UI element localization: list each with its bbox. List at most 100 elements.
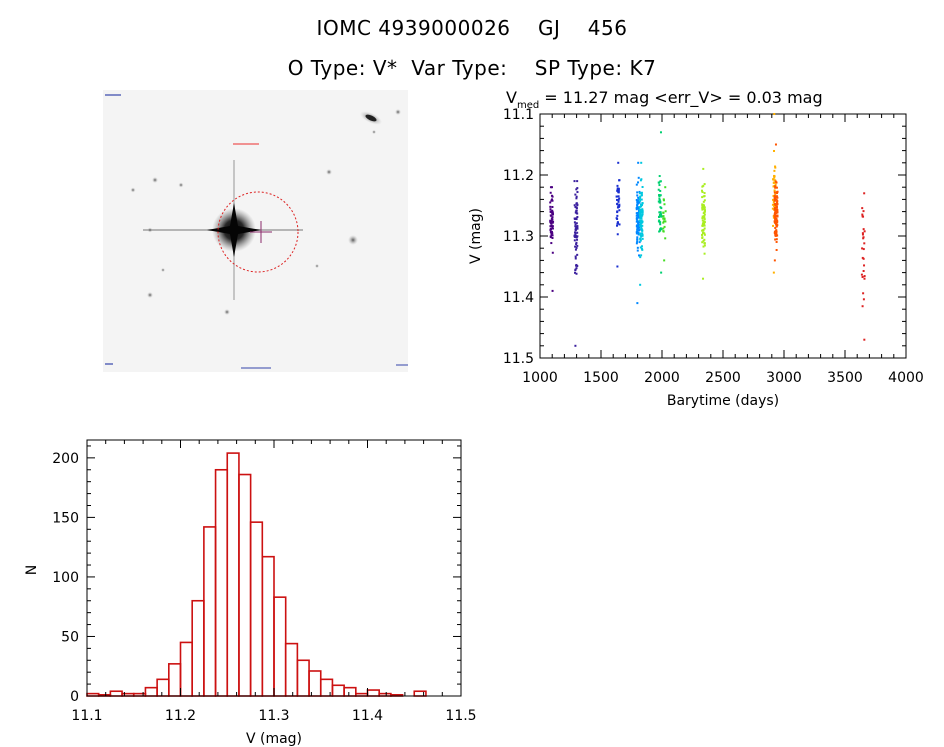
light-curve-point (551, 211, 554, 214)
light-curve-point (658, 184, 661, 187)
light-curve-point (576, 191, 579, 194)
light-curve-point (775, 232, 778, 235)
light-curve-point (702, 200, 705, 203)
light-curve-point (641, 209, 644, 212)
light-curve-point (640, 194, 643, 197)
light-curve-point (774, 238, 777, 241)
light-curve-point (549, 221, 552, 224)
light-curve-xlabel: Barytime (days) (667, 393, 779, 409)
light-curve-point (641, 185, 644, 188)
light-curve-point (703, 242, 706, 245)
light-curve-point (657, 181, 660, 184)
light-curve-point (775, 181, 778, 184)
light-curve-point (702, 221, 705, 224)
light-curve-point (772, 201, 775, 204)
light-curve-point (551, 218, 554, 221)
light-curve-point (573, 204, 576, 207)
light-curve-point (659, 223, 662, 226)
histogram-bar (366, 689, 380, 697)
field-star (348, 235, 358, 245)
light-curve-point (774, 179, 777, 182)
light-curve-ylabel: V (mag) (468, 208, 484, 264)
light-curve-point (701, 224, 704, 227)
light-curve-point (639, 246, 642, 249)
light-curve-point (774, 216, 777, 219)
light-curve-point (575, 241, 578, 244)
light-curve-point (775, 238, 778, 241)
light-curve-point (861, 247, 864, 250)
light-curve-point (550, 199, 553, 202)
light-curve-point (774, 208, 777, 211)
light-curve-point (662, 198, 665, 201)
histogram-chart: 11.1 11.2 11.3 11.4 11.5 0 50 100 150 200 V (mag)… (24, 439, 477, 747)
histogram-bar (249, 521, 264, 697)
light-curve-point (860, 273, 863, 276)
field-star (224, 309, 230, 315)
light-curve-point (576, 180, 579, 183)
light-curve-point (637, 222, 640, 225)
light-curve-point (639, 179, 642, 182)
light-curve-point (775, 248, 778, 251)
light-curve-point (551, 225, 554, 228)
light-curve-point (618, 223, 621, 226)
light-curve-point (703, 183, 706, 186)
light-curve-point (641, 202, 644, 205)
light-curve-point (862, 292, 865, 295)
light-curve-point (702, 184, 705, 187)
light-curve-point (861, 275, 864, 278)
light-curve-point (576, 215, 579, 218)
histogram-bar (261, 555, 275, 697)
light-curve-point (636, 202, 639, 205)
light-curve-point (641, 203, 644, 206)
light-curve-point (549, 210, 552, 213)
light-curve-point (576, 253, 579, 256)
light-curve-point (660, 271, 663, 274)
plot-title-line2: O Type: V* Var Type: SP Type: K7 (287, 56, 657, 80)
light-curve-point (636, 238, 639, 241)
light-curve-point (636, 201, 639, 204)
light-curve-xtick-label: 2000 (644, 370, 680, 386)
light-curve-xtick-label: 3000 (766, 370, 802, 386)
field-star (147, 227, 153, 233)
light-curve-point (660, 215, 663, 218)
light-curve-point (703, 224, 706, 227)
light-curve-point (662, 230, 665, 233)
light-curve-point (636, 240, 639, 243)
light-curve-point (861, 213, 864, 216)
light-curve-point (636, 217, 639, 220)
light-curve-point (775, 217, 778, 220)
light-curve-point (551, 234, 554, 237)
light-curve-point (638, 197, 641, 200)
light-curve-point (574, 211, 577, 214)
histogram-ytick-label: 200 (52, 451, 79, 467)
light-curve-point (636, 246, 639, 249)
light-curve-point (776, 211, 779, 214)
light-curve-point (573, 221, 576, 224)
light-curve-points (549, 113, 866, 347)
light-curve-point (637, 206, 640, 209)
light-curve-point (638, 190, 641, 193)
light-curve-point (573, 180, 576, 183)
light-curve-ytick-label: 11.3 (503, 229, 534, 245)
light-curve-point (863, 277, 866, 280)
light-curve-point (862, 257, 865, 260)
histogram-bar (226, 452, 240, 697)
light-curve-point (774, 230, 777, 233)
light-curve-point (641, 224, 644, 227)
light-curve-point (573, 217, 576, 220)
light-curve-point (703, 207, 706, 210)
light-curve-point (773, 149, 776, 152)
light-curve-point (774, 213, 777, 216)
light-curve-point (701, 206, 704, 209)
light-curve-point (774, 185, 777, 188)
light-curve-point (638, 228, 641, 231)
histogram-bar (144, 686, 158, 697)
light-curve-point (551, 227, 554, 230)
light-curve-point (641, 237, 644, 240)
light-curve-point (617, 161, 620, 164)
light-curve-point (549, 186, 552, 189)
light-curve-point (701, 208, 704, 211)
light-curve-point (618, 179, 621, 182)
plot-title-line1: IOMC 4939000026 GJ 456 (316, 16, 628, 40)
light-curve-point (551, 216, 554, 219)
